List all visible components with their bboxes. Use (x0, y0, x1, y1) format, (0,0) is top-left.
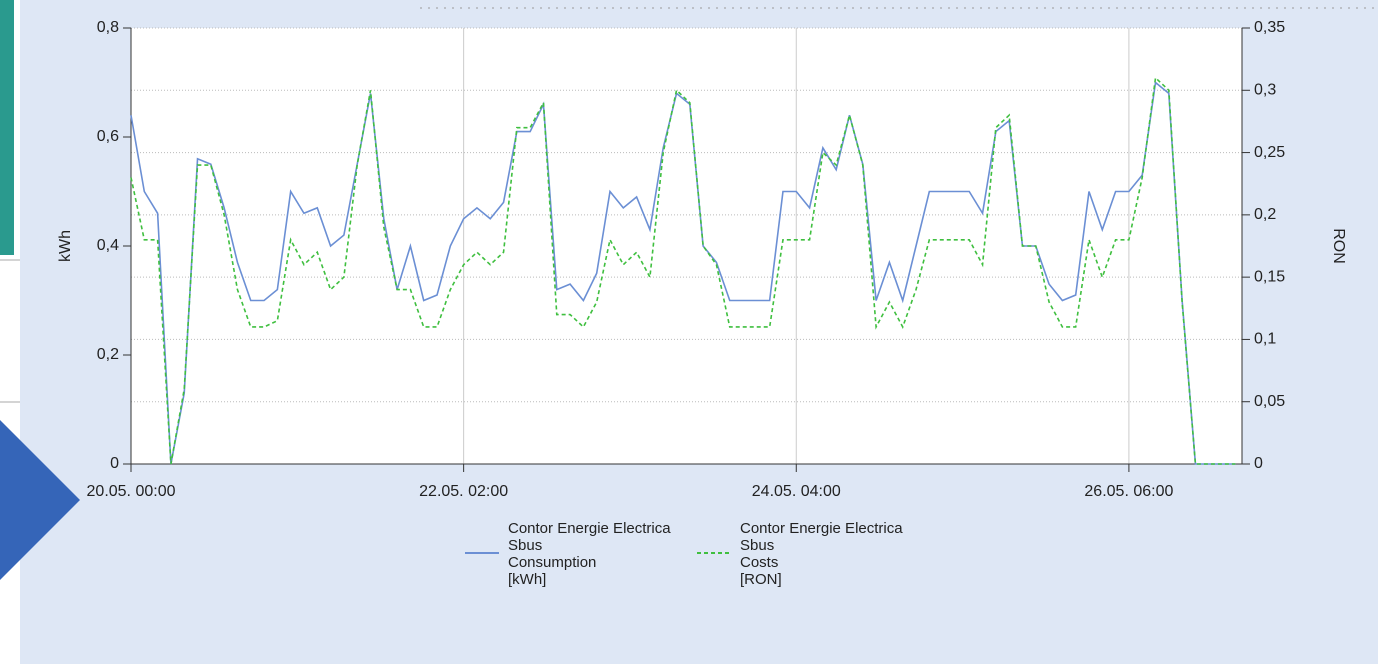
y-tick-label: 0,6 (97, 128, 119, 145)
y-axis-title: kWh (57, 230, 74, 262)
y2-tick-label: 0,25 (1254, 144, 1285, 161)
legend-label: Contor Energie Electrica Sbus Consumptio… (508, 520, 671, 588)
x-tick-label: 26.05. 06:00 (1084, 483, 1173, 500)
series-line (130, 76, 1236, 465)
y2-tick-label: 0,15 (1254, 268, 1285, 285)
y2-axis-title: RON (1330, 228, 1347, 264)
y2-tick-label: 0,35 (1254, 19, 1285, 36)
plot-area (131, 28, 1242, 464)
y2-tick-label: 0,05 (1254, 393, 1285, 410)
side-graphic (0, 0, 14, 255)
x-tick-label: 22.05. 02:00 (419, 483, 508, 500)
y2-tick-label: 0 (1254, 455, 1263, 472)
y2-tick-label: 0,1 (1254, 331, 1276, 348)
y2-tick-label: 0,2 (1254, 206, 1276, 223)
y2-tick-label: 0,3 (1254, 82, 1276, 99)
x-tick-label: 24.05. 04:00 (752, 483, 841, 500)
chevron (0, 420, 80, 580)
y-tick-label: 0 (110, 455, 119, 472)
y-tick-label: 0,4 (97, 237, 119, 254)
x-tick-label: 20.05. 00:00 (87, 483, 176, 500)
y-tick-label: 0,2 (97, 346, 119, 363)
series-line (130, 80, 1236, 465)
legend-label: Contor Energie Electrica Sbus Costs [RON… (740, 520, 903, 588)
y-tick-label: 0,8 (97, 19, 119, 36)
